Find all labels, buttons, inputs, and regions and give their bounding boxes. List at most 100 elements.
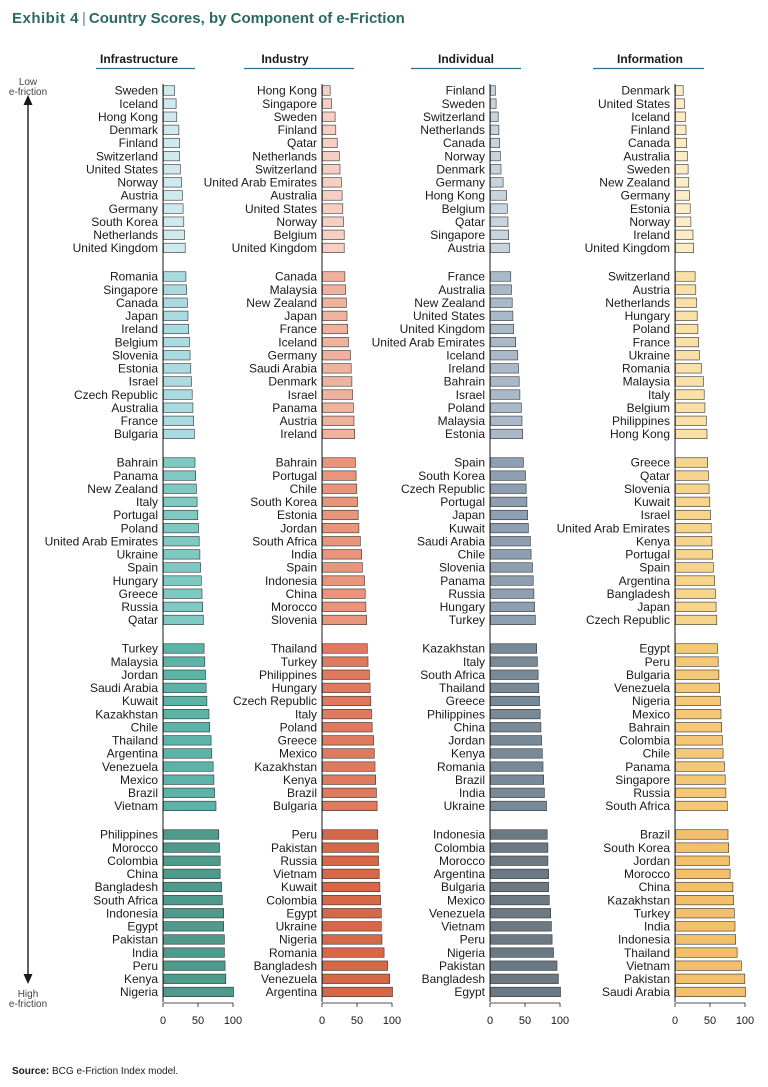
- label-infrastructure-israel: Israel: [129, 375, 158, 389]
- label-information-panama: Panama: [625, 760, 670, 774]
- panel-title-individual: Individual: [438, 52, 494, 66]
- bar-individual-denmark: [490, 164, 502, 175]
- label-infrastructure-south-africa: South Africa: [93, 893, 158, 907]
- exhibit-label: Exhibit 4: [12, 10, 80, 27]
- bar-infrastructure-germany: [163, 203, 184, 214]
- label-information-switzerland: Switzerland: [608, 270, 670, 284]
- bar-individual-greece: [490, 695, 540, 707]
- label-information-finland: Finland: [631, 123, 670, 137]
- label-information-austria: Austria: [633, 283, 671, 297]
- bar-industry-ireland: [322, 428, 356, 439]
- bar-individual-turkey: [490, 614, 536, 625]
- label-individual-norway: Norway: [444, 149, 485, 163]
- label-industry-panama: Panama: [272, 401, 317, 415]
- label-individual-morocco: Morocco: [439, 854, 485, 868]
- bar-industry-finland: [322, 124, 337, 135]
- label-individual-united-arab-emirates: United Arab Emirates: [372, 335, 485, 349]
- label-industry-egypt: Egypt: [286, 906, 317, 920]
- bar-industry-czech-republic: [322, 695, 372, 707]
- source-text: BCG e-Friction Index model.: [52, 1066, 179, 1077]
- label-individual-poland: Poland: [448, 401, 485, 415]
- bar-information-australia: [675, 151, 688, 162]
- label-individual-austria: Austria: [448, 241, 486, 255]
- bar-infrastructure-denmark: [163, 124, 180, 135]
- bar-infrastructure-india: [163, 947, 225, 958]
- label-industry-denmark: Denmark: [268, 375, 318, 389]
- bar-infrastructure-russia: [163, 601, 204, 612]
- label-information-kuwait: Kuwait: [634, 495, 671, 509]
- label-information-china: China: [639, 880, 671, 894]
- label-infrastructure-greece: Greece: [119, 587, 159, 601]
- bar-infrastructure-mexico: [163, 774, 215, 785]
- label-information-australia: Australia: [623, 149, 670, 163]
- bar-infrastructure-sweden: [163, 85, 175, 96]
- bar-industry-kuwait: [322, 881, 381, 893]
- label-industry-israel: Israel: [288, 388, 317, 402]
- title-separator: |: [82, 10, 86, 27]
- label-industry-united-states: United States: [245, 202, 317, 216]
- label-information-united-kingdom: United Kingdom: [585, 241, 670, 255]
- bar-information-austria: [675, 284, 697, 295]
- label-information-sweden: Sweden: [627, 162, 670, 176]
- bar-industry-peru: [322, 829, 379, 840]
- bar-information-united-kingdom: [675, 242, 695, 253]
- bar-information-poland: [675, 323, 699, 335]
- label-infrastructure-iceland: Iceland: [119, 97, 158, 111]
- label-individual-israel: Israel: [456, 388, 485, 402]
- panel-title-industry: Industry: [261, 52, 309, 66]
- bar-infrastructure-estonia: [163, 363, 192, 374]
- bar-infrastructure-switzerland: [163, 151, 180, 162]
- bar-individual-nigeria: [490, 947, 554, 958]
- bar-individual-thailand: [490, 682, 540, 693]
- bar-individual-kazakhstan: [490, 643, 538, 654]
- bar-information-hungary: [675, 310, 698, 321]
- bar-information-vietnam: [675, 960, 742, 971]
- bar-industry-denmark: [322, 376, 353, 387]
- bar-infrastructure-kenya: [163, 973, 227, 984]
- bar-information-united-states: [675, 98, 685, 109]
- label-information-qatar: Qatar: [640, 469, 670, 483]
- bar-information-bulgaria: [675, 669, 720, 680]
- bar-individual-norway: [490, 151, 501, 162]
- bar-infrastructure-netherlands: [163, 229, 185, 240]
- bar-industry-belgium: [322, 229, 345, 240]
- bar-individual-brazil: [490, 774, 545, 785]
- label-information-greece: Greece: [631, 456, 671, 470]
- label-individual-south-africa: South Africa: [420, 668, 485, 682]
- tick-label-individual-50: 50: [519, 1015, 531, 1027]
- bar-infrastructure-canada: [163, 297, 188, 308]
- bar-individual-japan: [490, 509, 528, 521]
- label-infrastructure-vietnam: Vietnam: [114, 799, 158, 813]
- label-information-united-arab-emirates: United Arab Emirates: [557, 521, 670, 535]
- bar-industry-australia: [322, 190, 343, 201]
- label-industry-jordan: Jordan: [280, 521, 317, 535]
- bar-industry-china: [322, 588, 366, 599]
- label-industry-singapore: Singapore: [262, 97, 317, 111]
- label-information-germany: Germany: [621, 189, 670, 203]
- bar-individual-romania: [490, 761, 544, 772]
- label-individual-hungary: Hungary: [440, 600, 485, 614]
- bar-information-slovenia: [675, 483, 710, 494]
- label-infrastructure-indonesia: Indonesia: [106, 906, 158, 920]
- label-industry-colombia: Colombia: [266, 893, 317, 907]
- label-individual-nigeria: Nigeria: [447, 946, 485, 960]
- bar-industry-indonesia: [322, 575, 365, 586]
- bar-individual-indonesia: [490, 829, 548, 840]
- bar-industry-bulgaria: [322, 800, 378, 811]
- label-industry-iceland: Iceland: [278, 335, 317, 349]
- bar-individual-portugal: [490, 496, 528, 507]
- bar-infrastructure-israel: [163, 376, 192, 387]
- axis-note-top-line-2: e-friction: [9, 87, 47, 98]
- label-information-italy: Italy: [648, 388, 670, 402]
- label-information-iceland: Iceland: [631, 110, 670, 124]
- bar-information-sweden: [675, 164, 689, 175]
- label-information-france: France: [633, 335, 671, 349]
- label-information-portugal: Portugal: [625, 548, 670, 562]
- label-information-united-states: United States: [598, 97, 670, 111]
- bar-infrastructure-china: [163, 868, 221, 879]
- label-individual-indonesia: Indonesia: [433, 828, 485, 842]
- bar-infrastructure-italy: [163, 496, 198, 507]
- label-individual-thailand: Thailand: [439, 681, 485, 695]
- label-individual-china: China: [454, 720, 486, 734]
- bar-individual-australia: [490, 284, 512, 295]
